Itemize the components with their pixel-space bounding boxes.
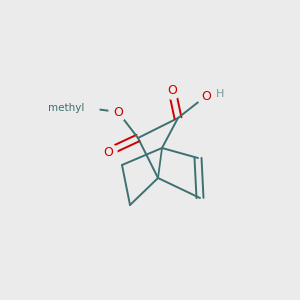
Text: O: O — [113, 106, 123, 118]
Text: methyl: methyl — [48, 103, 84, 113]
Circle shape — [99, 143, 117, 161]
Text: O: O — [167, 83, 177, 97]
Text: O: O — [103, 146, 113, 158]
Text: O: O — [201, 89, 211, 103]
Text: H: H — [216, 89, 224, 99]
Circle shape — [197, 87, 215, 105]
Circle shape — [163, 81, 181, 99]
Circle shape — [109, 103, 127, 121]
Circle shape — [77, 97, 99, 119]
